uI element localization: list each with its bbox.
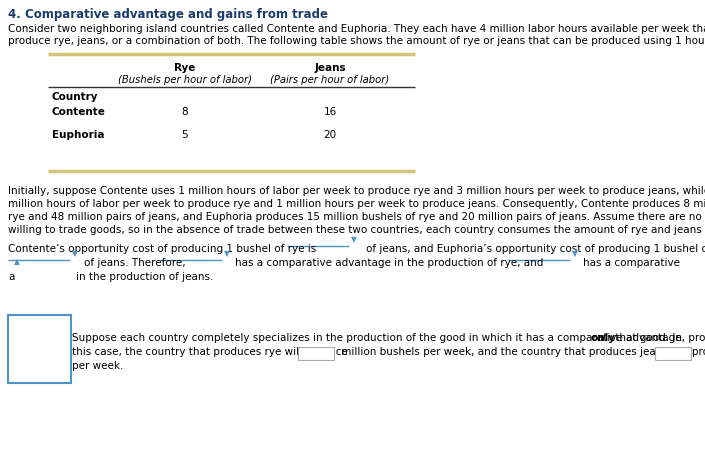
Text: (Pairs per hour of labor): (Pairs per hour of labor)	[271, 75, 390, 85]
Text: (Bushels per hour of labor): (Bushels per hour of labor)	[118, 75, 252, 85]
Text: in the production of jeans.: in the production of jeans.	[76, 271, 214, 281]
Text: Jeans: Jeans	[314, 63, 346, 73]
Text: 4. Comparative advantage and gains from trade: 4. Comparative advantage and gains from …	[8, 8, 328, 21]
Text: Suppose each country completely specializes in the production of the good in whi: Suppose each country completely speciali…	[72, 332, 705, 342]
Text: that good. In: that good. In	[613, 332, 682, 342]
Text: 8: 8	[182, 107, 188, 117]
Text: ▼: ▼	[351, 235, 357, 243]
Text: million hours of labor per week to produce rye and 1 million hours per week to p: million hours of labor per week to produ…	[8, 199, 705, 208]
Text: this case, the country that produces rye will produce: this case, the country that produces rye…	[72, 346, 351, 356]
Text: ▼: ▼	[572, 248, 578, 257]
Text: ▼: ▼	[72, 248, 78, 257]
Text: million bushels per week, and the country that produces jeans will produce: million bushels per week, and the countr…	[338, 346, 705, 356]
Text: has a comparative: has a comparative	[583, 257, 680, 268]
Text: of jeans, and Euphoria’s opportunity cost of producing 1 bushel of rye is: of jeans, and Euphoria’s opportunity cos…	[366, 243, 705, 253]
Text: Country: Country	[52, 92, 99, 102]
Text: ▲: ▲	[14, 257, 20, 265]
Text: Consider two neighboring island countries called Contente and Euphoria. They eac: Consider two neighboring island countrie…	[8, 24, 705, 34]
Text: 5: 5	[182, 130, 188, 140]
Text: Contente: Contente	[52, 107, 106, 117]
Text: Rye: Rye	[174, 63, 196, 73]
Text: rye and 48 million pairs of jeans, and Euphoria produces 15 million bushels of r: rye and 48 million pairs of jeans, and E…	[8, 212, 705, 222]
Text: a: a	[8, 271, 14, 281]
Text: Contente’s opportunity cost of producing 1 bushel of rye is: Contente’s opportunity cost of producing…	[8, 243, 317, 253]
Text: 1/2 pair: 1/2 pair	[12, 319, 52, 329]
Text: only: only	[590, 332, 615, 342]
FancyBboxPatch shape	[8, 315, 71, 383]
Text: 20: 20	[324, 130, 336, 140]
Text: produce rye, jeans, or a combination of both. The following table shows the amou: produce rye, jeans, or a combination of …	[8, 36, 705, 46]
Text: 16: 16	[324, 107, 336, 117]
Text: 2 pairs: 2 pairs	[12, 353, 48, 363]
FancyBboxPatch shape	[655, 347, 691, 360]
Text: Euphoria: Euphoria	[52, 130, 104, 140]
Text: 4 pairs: 4 pairs	[12, 370, 48, 380]
FancyBboxPatch shape	[298, 347, 333, 360]
Text: has a comparative advantage in the production of rye, and: has a comparative advantage in the produ…	[235, 257, 544, 268]
Text: ▼: ▼	[224, 248, 230, 257]
Text: per week.: per week.	[72, 360, 123, 370]
Text: of jeans. Therefore,: of jeans. Therefore,	[84, 257, 185, 268]
Text: Initially, suppose Contente uses 1 million hours of labor per week to produce ry: Initially, suppose Contente uses 1 milli…	[8, 185, 705, 196]
Text: willing to trade goods, so in the absence of trade between these two countries, : willing to trade goods, so in the absenc…	[8, 224, 705, 235]
Text: 1/4 pair: 1/4 pair	[12, 336, 52, 346]
